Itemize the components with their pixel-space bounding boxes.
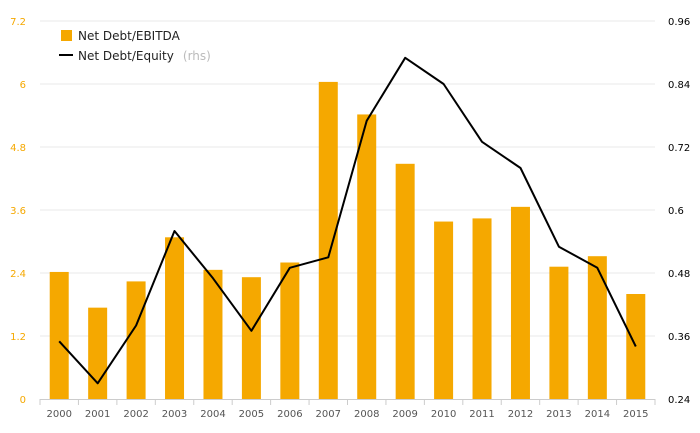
bar-2013 [549, 266, 569, 399]
x-tick-label: 2005 [239, 409, 264, 420]
left-tick-label: 4.8 [10, 143, 26, 154]
x-tick-label: 2014 [585, 409, 610, 420]
left-tick-label: 7.2 [10, 17, 26, 28]
bar-2002 [126, 281, 146, 399]
left-tick-label: 6 [20, 80, 26, 91]
x-tick-label: 2015 [623, 409, 648, 420]
x-tick-label: 2000 [46, 409, 71, 420]
x-tick-label: 2009 [392, 409, 417, 420]
x-tick-label: 2006 [277, 409, 302, 420]
bar-2010 [434, 221, 454, 399]
bar-2008 [357, 114, 377, 399]
bar-2009 [395, 163, 415, 399]
legend-swatch-net-debt-ebitda [61, 30, 72, 41]
bar-2006 [280, 262, 300, 399]
right-tick-label: 0.36 [668, 332, 690, 343]
x-tick-label: 2003 [162, 409, 187, 420]
x-tick-label: 2013 [546, 409, 571, 420]
x-tick-label: 2002 [123, 409, 148, 420]
legend-label-net-debt-equity: Net Debt/Equity (rhs) [78, 45, 211, 64]
right-tick-label: 0.6 [668, 206, 684, 217]
legend-label-rhs-note: (rhs) [183, 49, 211, 63]
bar-2007 [318, 81, 338, 400]
right-tick-label: 0.48 [668, 269, 690, 280]
x-tick-label: 2010 [431, 409, 456, 420]
left-tick-label: 1.2 [10, 332, 26, 343]
bar-2014 [587, 256, 607, 399]
bar-2000 [49, 271, 69, 399]
bar-2005 [241, 277, 261, 399]
bar-2003 [165, 237, 185, 399]
right-tick-label: 0.24 [668, 395, 690, 406]
bar-2012 [510, 206, 530, 399]
left-tick-label: 2.4 [10, 269, 26, 280]
left-y-axis: 0 1.2 2.4 3.6 4.8 6 7.2 [10, 17, 26, 406]
left-tick-label: 3.6 [10, 206, 26, 217]
x-tick-label: 2012 [508, 409, 533, 420]
bar-2004 [203, 269, 223, 399]
x-axis-labels: 2000 2001 2002 2003 2004 2005 2006 2007 2008 2009… [46, 409, 648, 420]
x-tick-label: 2001 [85, 409, 110, 420]
x-axis [39, 399, 656, 405]
right-tick-label: 0.72 [668, 143, 690, 154]
legend-label-net-debt-equity-name: Net Debt/Equity [78, 49, 174, 63]
bar-series-net-debt-ebitda [49, 81, 646, 400]
x-tick-label: 2011 [469, 409, 494, 420]
legend-label-net-debt-ebitda: Net Debt/EBITDA [78, 29, 181, 43]
bar-2011 [472, 218, 492, 399]
line-net-debt-equity [58, 56, 637, 385]
left-tick-label: 0 [20, 395, 26, 406]
x-tick-label: 2007 [316, 409, 341, 420]
line-series-net-debt-equity [58, 56, 637, 385]
legend: Net Debt/EBITDA Net Debt/Equity (rhs) [59, 29, 211, 64]
bar-2001 [88, 307, 108, 399]
x-tick-label: 2004 [200, 409, 225, 420]
x-tick-label: 2008 [354, 409, 379, 420]
right-tick-label: 0.96 [668, 17, 690, 28]
right-tick-label: 0.84 [668, 80, 690, 91]
right-y-axis: 0.24 0.36 0.48 0.6 0.72 0.84 0.96 [668, 17, 690, 406]
